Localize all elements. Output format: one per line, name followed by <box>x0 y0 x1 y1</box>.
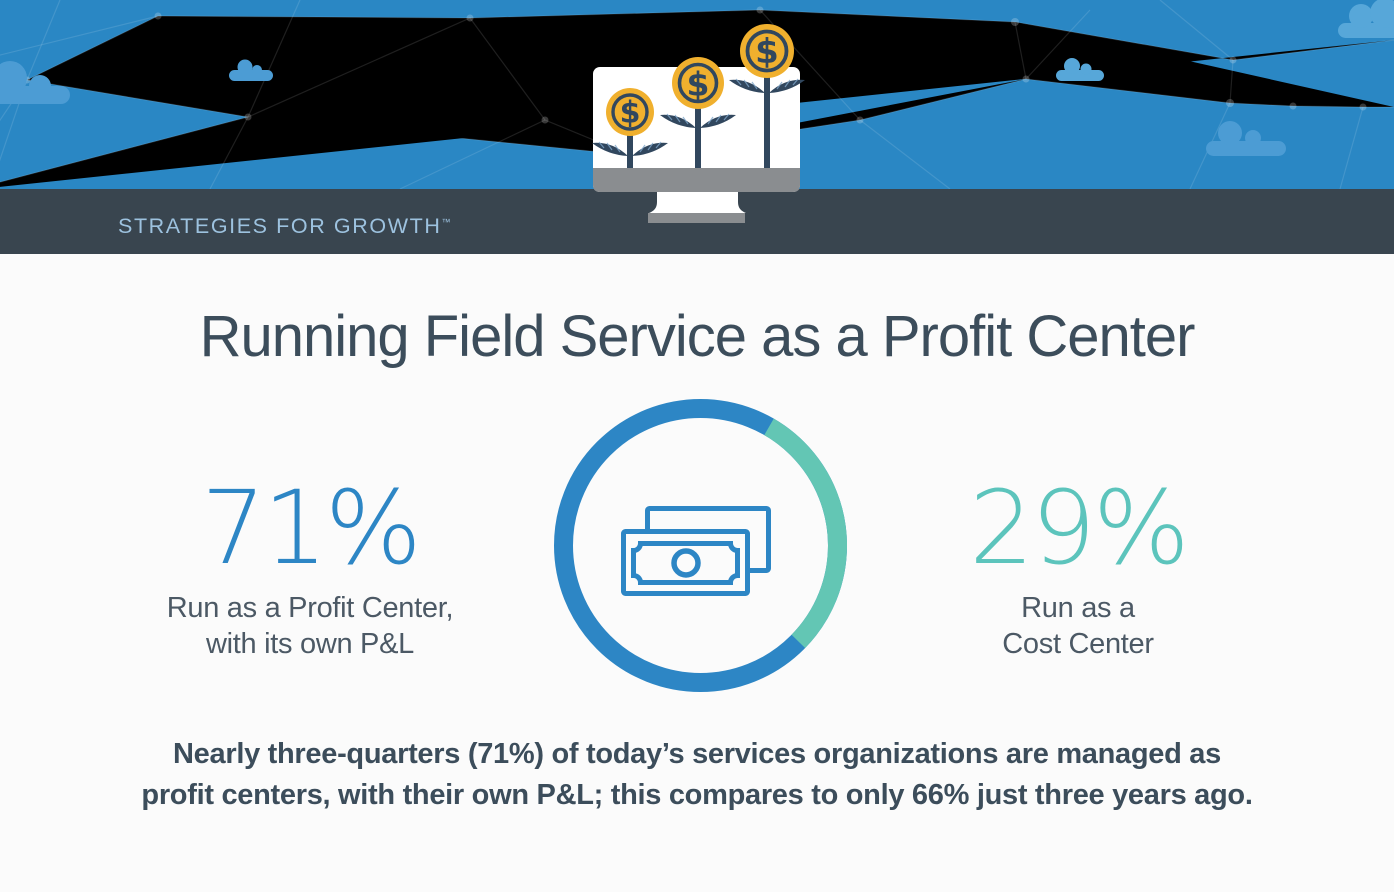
cost-center-value: 29% <box>969 469 1190 588</box>
cloud-shape <box>229 59 273 81</box>
banknote-icon <box>621 506 771 596</box>
dollar-coin-icon: $ <box>687 65 710 104</box>
cloud-shape <box>1056 58 1104 81</box>
money-plant-illustration: $ $ $ <box>570 16 830 228</box>
hero-banner: STRATEGIES FOR GROWTH™ <box>0 0 1394 254</box>
brand-logo: STRATEGIES FOR GROWTH™ <box>118 189 450 254</box>
profit-center-value: 71% <box>201 469 422 588</box>
page-title: Running Field Service as a Profit Center <box>199 304 1196 369</box>
cost-center-label: Run as a Cost Center <box>1002 592 1154 660</box>
summary-text: Nearly three-quarters (71%) of today’s s… <box>0 734 1394 816</box>
money-plant-icon: $ <box>659 57 737 170</box>
infographic-page: STRATEGIES FOR GROWTH™ <box>0 0 1394 811</box>
banknote-front <box>621 529 750 596</box>
monitor-growth-icon: $ $ $ <box>591 24 806 223</box>
profit-center-stat: 71% Run as a Profit Center, with its own… <box>124 477 496 662</box>
brand-name: STRATEGIES FOR GROWTH <box>118 214 442 239</box>
banknote-inner-border <box>631 541 740 585</box>
stats-row: 71% Run as a Profit Center, with its own… <box>0 399 1394 692</box>
money-plant-icon: $ <box>591 88 669 170</box>
cloud-shapes <box>0 0 1394 156</box>
summary-line-2: profit centers, with their own P&L; this… <box>141 779 1253 811</box>
content-area: Running Field Service as a Profit Center… <box>0 302 1394 892</box>
cloud-shape <box>1206 121 1286 156</box>
dollar-coin-icon: $ <box>755 32 779 72</box>
cost-center-stat: 29% Run as a Cost Center <box>926 477 1230 662</box>
monitor-base <box>648 213 745 223</box>
profit-center-label: Run as a Profit Center, with its own P&L <box>166 592 454 660</box>
monitor-stand <box>649 192 746 213</box>
constellation-nodes <box>23 6 1367 159</box>
dollar-coin-icon: $ <box>620 96 641 131</box>
trademark-symbol: ™ <box>441 217 451 227</box>
donut-segment-cost-center <box>554 399 847 692</box>
money-plant-icon: $ <box>728 24 806 170</box>
profit-vs-cost-donut <box>554 399 847 692</box>
banknote-center-circle <box>671 548 701 578</box>
monitor-bezel <box>593 168 800 192</box>
summary-line-1: Nearly three-quarters (71%) of today’s s… <box>173 738 1221 770</box>
donut-chart <box>554 399 847 692</box>
cloud-shape <box>0 61 70 104</box>
cloud-shape <box>1338 0 1394 38</box>
